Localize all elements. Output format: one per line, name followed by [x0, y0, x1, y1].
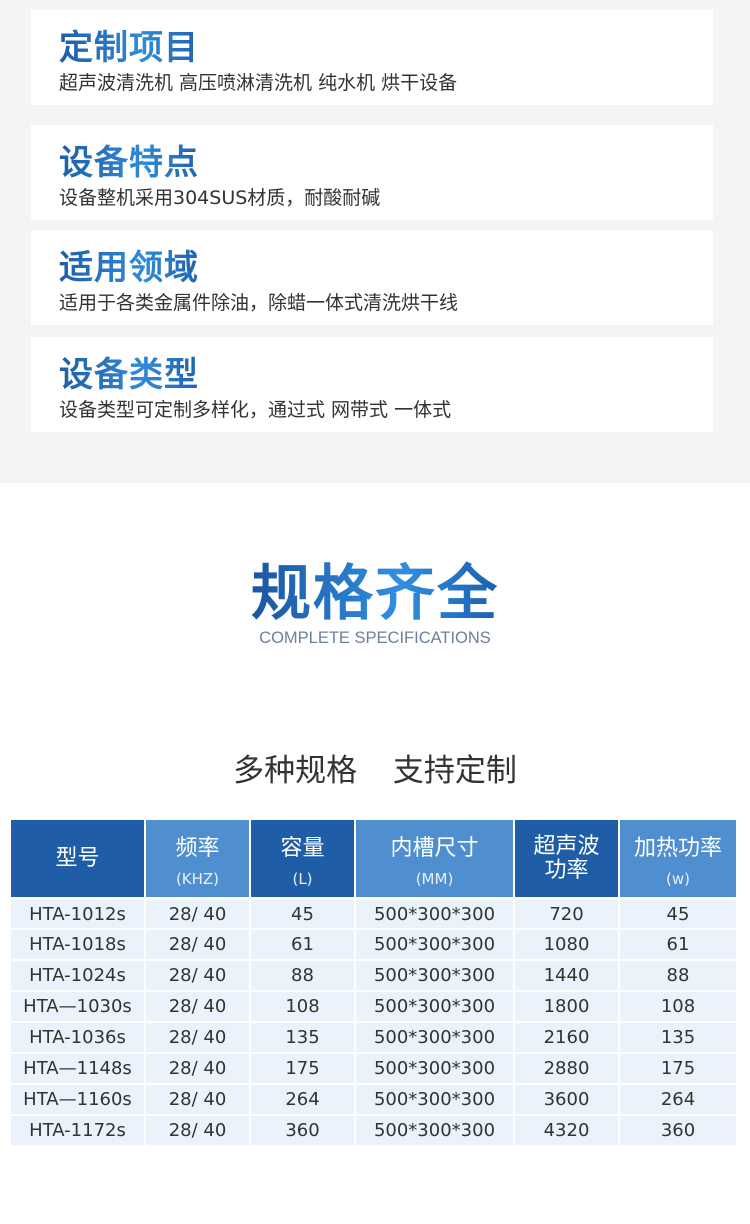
table-row: HTA-1012s 28/ 40 45 500*300*300 720 45: [11, 897, 736, 928]
table-cell: 2880: [515, 1052, 618, 1083]
feature-card-custom: 定制项目 超声波清洗机 高压喷淋清洗机 纯水机 烘干设备: [31, 10, 713, 105]
features-section: 定制项目 超声波清洗机 高压喷淋清洗机 纯水机 烘干设备 设备特点 设备整机采用…: [0, 0, 750, 483]
feature-title: 设备特点: [59, 135, 199, 184]
table-cell: 1080: [515, 928, 618, 959]
table-row: HTA-1036s 28/ 40 135 500*300*300 2160 135: [11, 1021, 736, 1052]
feature-card-applications: 适用领域 适用于各类金属件除油，除蜡一体式清洗烘干线: [31, 230, 713, 325]
table-cell: 108: [620, 990, 736, 1021]
table-cell: 500*300*300: [356, 959, 513, 990]
table-cell: 28/ 40: [146, 928, 249, 959]
section-title-text: 规格齐全: [251, 559, 499, 629]
feature-text: 设备类型可定制多样化，通过式 网带式 一体式: [59, 399, 452, 421]
table-cell: 28/ 40: [146, 959, 249, 990]
table-cell: 28/ 40: [146, 1114, 249, 1145]
table-cell: 28/ 40: [146, 990, 249, 1021]
table-cell: 28/ 40: [146, 897, 249, 928]
table-cell: 88: [620, 959, 736, 990]
spec-table: 型号 频率 (KHZ) 容量 (L) 内槽尺寸 (MM) 超声波功率 加热功率 (w) …: [9, 820, 738, 1145]
table-cell: 500*300*300: [356, 897, 513, 928]
feature-text: 适用于各类金属件除油，除蜡一体式清洗烘干线: [59, 292, 459, 314]
table-cell: 500*300*300: [356, 990, 513, 1021]
table-cell: 264: [620, 1083, 736, 1114]
table-cell: HTA-1024s: [11, 959, 144, 990]
table-cell: 500*300*300: [356, 928, 513, 959]
table-row: HTA-1018s 28/ 40 61 500*300*300 1080 61: [11, 928, 736, 959]
feature-text: 超声波清洗机 高压喷淋清洗机 纯水机 烘干设备: [59, 72, 458, 94]
table-row: HTA-1172s 28/ 40 360 500*300*300 4320 360: [11, 1114, 736, 1145]
table-cell: 500*300*300: [356, 1114, 513, 1145]
table-cell: 360: [620, 1114, 736, 1145]
table-cell: 360: [251, 1114, 354, 1145]
header-heating-power: 加热功率 (w): [620, 820, 736, 897]
table-cell: 88: [251, 959, 354, 990]
table-cell: 28/ 40: [146, 1083, 249, 1114]
table-cell: 500*300*300: [356, 1052, 513, 1083]
section-tagline: 多种规格 支持定制: [233, 753, 517, 789]
feature-card-types: 设备类型 设备类型可定制多样化，通过式 网带式 一体式: [31, 337, 713, 432]
table-cell: HTA—1160s: [11, 1083, 144, 1114]
table-cell: 500*300*300: [356, 1083, 513, 1114]
table-cell: 28/ 40: [146, 1021, 249, 1052]
table-cell: HTA-1172s: [11, 1114, 144, 1145]
table-cell: 1800: [515, 990, 618, 1021]
section-subtitle: COMPLETE SPECIFICATIONS: [259, 629, 491, 647]
table-cell: HTA-1012s: [11, 897, 144, 928]
table-cell: HTA-1036s: [11, 1021, 144, 1052]
table-row: HTA-1024s 28/ 40 88 500*300*300 1440 88: [11, 959, 736, 990]
table-cell: 45: [251, 897, 354, 928]
header-frequency: 频率 (KHZ): [146, 820, 249, 897]
table-cell: 175: [620, 1052, 736, 1083]
table-cell: 108: [251, 990, 354, 1021]
feature-card-characteristics: 设备特点 设备整机采用304SUS材质，耐酸耐碱: [31, 125, 713, 220]
table-cell: HTA—1030s: [11, 990, 144, 1021]
table-cell: 1440: [515, 959, 618, 990]
feature-title: 设备类型: [59, 347, 199, 396]
header-ultrasonic-power: 超声波功率: [515, 820, 618, 897]
table-row: HTA—1160s 28/ 40 264 500*300*300 3600 264: [11, 1083, 736, 1114]
feature-title: 适用领域: [59, 240, 199, 289]
table-cell: HTA-1018s: [11, 928, 144, 959]
header-capacity: 容量 (L): [251, 820, 354, 897]
table-row: HTA—1148s 28/ 40 175 500*300*300 2880 175: [11, 1052, 736, 1083]
table-cell: 45: [620, 897, 736, 928]
table-cell: HTA—1148s: [11, 1052, 144, 1083]
table-cell: 4320: [515, 1114, 618, 1145]
table-cell: 264: [251, 1083, 354, 1114]
header-model: 型号: [11, 820, 144, 897]
table-cell: 135: [251, 1021, 354, 1052]
table-cell: 2160: [515, 1021, 618, 1052]
table-cell: 3600: [515, 1083, 618, 1114]
table-cell: 28/ 40: [146, 1052, 249, 1083]
table-row: HTA—1030s 28/ 40 108 500*300*300 1800 108: [11, 990, 736, 1021]
feature-text: 设备整机采用304SUS材质，耐酸耐碱: [59, 187, 381, 209]
header-tank-size: 内槽尺寸 (MM): [356, 820, 513, 897]
table-cell: 61: [251, 928, 354, 959]
table-cell: 500*300*300: [356, 1021, 513, 1052]
table-header-row: 型号 频率 (KHZ) 容量 (L) 内槽尺寸 (MM) 超声波功率 加热功率 (w): [11, 820, 736, 897]
table-cell: 61: [620, 928, 736, 959]
table-cell: 175: [251, 1052, 354, 1083]
section-title: 规格齐全: [0, 545, 750, 632]
table-cell: 720: [515, 897, 618, 928]
table-cell: 135: [620, 1021, 736, 1052]
feature-title: 定制项目: [59, 20, 199, 69]
